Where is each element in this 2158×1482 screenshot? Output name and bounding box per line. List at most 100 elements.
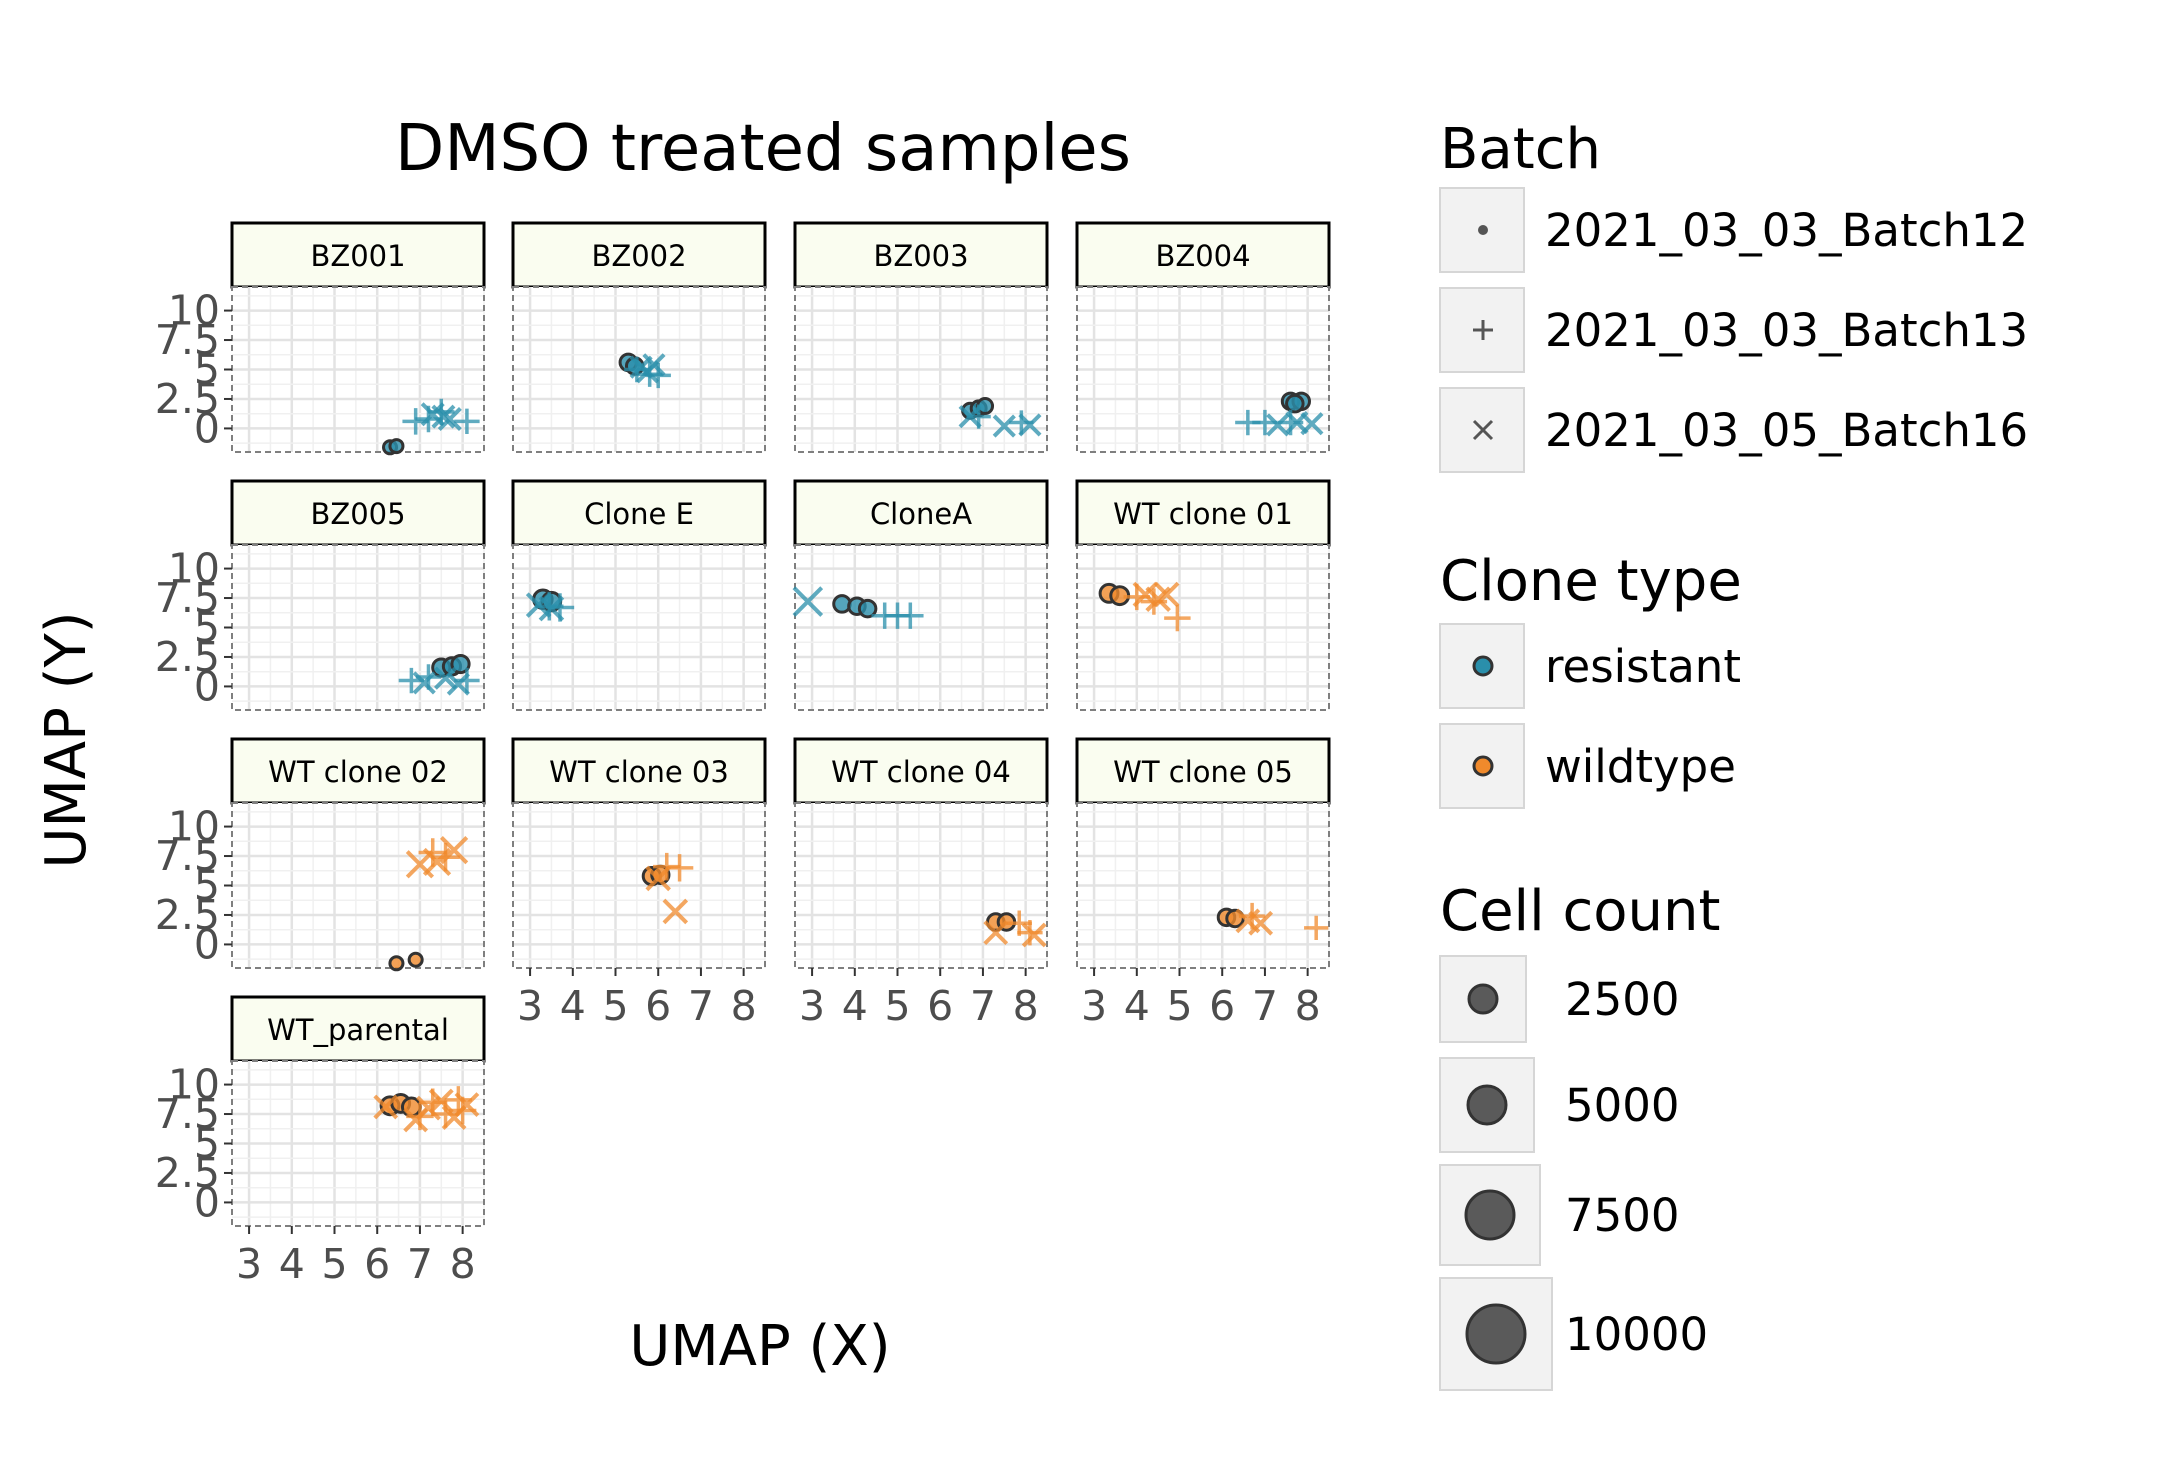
legend-size-icon — [1467, 983, 1499, 1015]
data-point-cross — [454, 1092, 480, 1117]
data-point-cross — [1018, 413, 1042, 437]
legend-plus-icon — [1473, 320, 1493, 340]
data-point-cross — [433, 666, 458, 690]
data-point-plus — [454, 408, 480, 435]
legend-cross-icon — [1472, 419, 1494, 441]
x-tick-label: 7 — [1252, 982, 1278, 1030]
facet-strip-label: WT clone 05 — [1113, 755, 1293, 789]
x-tick-label: 6 — [927, 982, 953, 1030]
facet-strip — [1075, 221, 1331, 289]
x-tick-label: 5 — [884, 982, 910, 1030]
facet-strip-label: BZ001 — [310, 239, 405, 273]
facet-panel: BZ002 — [511, 221, 767, 453]
legend-label-batch: 2021_03_03_Batch12 — [1545, 204, 2028, 257]
panel-border — [794, 802, 1048, 969]
facet-strip-label: CloneA — [870, 497, 972, 531]
y-tick-label: 2.5 — [155, 375, 220, 423]
data-point-cross — [645, 865, 671, 892]
x-tick-label: 6 — [645, 982, 671, 1030]
facet-strip-label: WT clone 02 — [268, 755, 448, 789]
data-point-plus — [1304, 915, 1329, 941]
legend-label-cell-count: 10000 — [1565, 1308, 1708, 1361]
panel-border — [512, 802, 766, 969]
legend-title-clone-type: Clone type — [1440, 549, 1742, 614]
legend-title-batch: Batch — [1440, 117, 1601, 182]
data-point-cross — [437, 407, 462, 431]
data-point-plus — [665, 854, 694, 882]
x-tick-label: 3 — [236, 1240, 262, 1288]
facet-panel: CloneA — [792, 479, 1049, 711]
data-point-cross — [992, 414, 1016, 438]
x-tick-label: 8 — [731, 982, 757, 1030]
y-tick-label: 5 — [194, 604, 220, 652]
x-tick-label: 4 — [842, 982, 868, 1030]
x-tick-label: 6 — [1209, 982, 1235, 1030]
legend-dot-icon — [1478, 225, 1488, 235]
x-axis-title: UMAP (X) — [629, 1314, 890, 1379]
facet-panel: BZ004 — [1075, 221, 1331, 453]
x-tick-label: 4 — [279, 1240, 305, 1288]
facet-strip — [230, 737, 486, 805]
data-point-cross — [1021, 922, 1047, 948]
y-tick-label: 10 — [168, 1061, 220, 1109]
facet-strip — [793, 479, 1049, 547]
legend-label-clone-type: wildtype — [1545, 740, 1736, 793]
facet-strip-label: BZ005 — [310, 497, 405, 531]
legend-size-icon — [1464, 1189, 1516, 1241]
data-point-cross — [416, 1095, 441, 1121]
legend-title-cell-count: Cell count — [1440, 879, 1720, 944]
y-axis-title: UMAP (Y) — [34, 611, 99, 868]
data-point-cross — [792, 586, 824, 617]
data-point-cross — [983, 920, 1009, 946]
facet-panel: WT clone 04 3 4 5 6 7 8 — [793, 737, 1049, 1030]
x-tick-label: 5 — [1166, 982, 1192, 1030]
y-tick-label: 10 — [168, 803, 220, 851]
x-tick-label: 3 — [799, 982, 825, 1030]
panel-border — [794, 544, 1048, 711]
panel-border — [1076, 286, 1330, 453]
facet-strip-label: Clone E — [584, 497, 694, 531]
facet-strip-label: WT clone 04 — [831, 755, 1011, 789]
y-tick-label: 0 — [194, 404, 220, 452]
facet-strip — [511, 479, 767, 547]
facet-strip — [230, 995, 486, 1063]
legend-swatch-icon — [1472, 655, 1494, 677]
x-tick-label: 5 — [602, 982, 628, 1030]
x-tick-label: 5 — [321, 1240, 347, 1288]
facet-panel: WT clone 05 3 4 5 6 7 8 — [1075, 737, 1331, 1030]
legend-label-batch: 2021_03_05_Batch16 — [1545, 404, 2028, 457]
y-tick-label: 7.5 — [155, 316, 220, 364]
x-tick-label: 4 — [560, 982, 586, 1030]
y-tick-label: 2.5 — [155, 633, 220, 681]
facet-strip — [1075, 737, 1331, 805]
data-point-circle — [388, 438, 405, 455]
y-tick-label: 7.5 — [155, 574, 220, 622]
data-point-cross — [1300, 412, 1324, 436]
facet-strip — [793, 737, 1049, 805]
facet-panel: Clone E — [511, 479, 767, 711]
data-point-cross — [412, 671, 436, 695]
facet-strip — [230, 221, 486, 289]
y-tick-label: 7.5 — [155, 1090, 220, 1138]
legend-label-cell-count: 2500 — [1565, 973, 1680, 1026]
facet-panel: BZ003 — [793, 221, 1049, 453]
facet-strip-label: WT_parental — [267, 1013, 449, 1047]
data-point-cross — [428, 1088, 454, 1114]
x-tick-label: 6 — [364, 1240, 390, 1288]
facet-panel: BZ005 02.557.510 — [155, 479, 486, 711]
facet-strip-label: BZ003 — [873, 239, 968, 273]
x-tick-label: 3 — [1081, 982, 1107, 1030]
y-tick-label: 5 — [194, 346, 220, 394]
facet-strip-label: WT clone 03 — [549, 755, 729, 789]
data-point-plus — [1164, 604, 1191, 632]
data-point-cross — [662, 898, 689, 925]
data-point-circle — [388, 955, 405, 972]
x-tick-label: 7 — [970, 982, 996, 1030]
legend-size-icon — [1466, 1084, 1508, 1126]
facet-strip-label: BZ002 — [591, 239, 686, 273]
legend-label-cell-count: 7500 — [1565, 1189, 1680, 1242]
y-tick-label: 0 — [194, 662, 220, 710]
y-tick-label: 0 — [194, 920, 220, 968]
